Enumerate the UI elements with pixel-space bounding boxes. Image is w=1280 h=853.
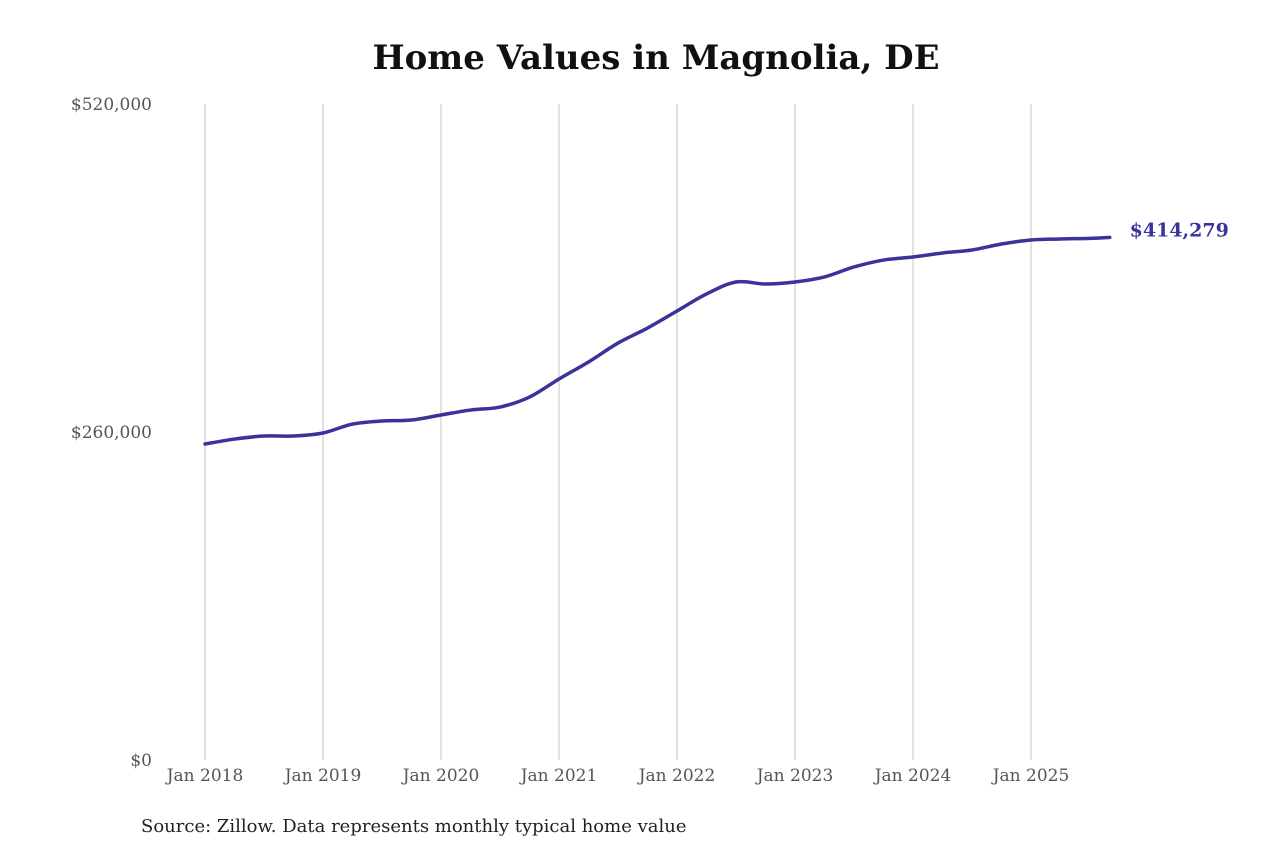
- x-tick-label: Jan 2024: [873, 766, 952, 786]
- y-tick-label: $260,000: [71, 423, 152, 443]
- x-tick-label: Jan 2023: [755, 766, 834, 786]
- x-tick-label: Jan 2019: [283, 766, 362, 786]
- x-tick-label: Jan 2025: [991, 766, 1070, 786]
- y-tick-label: $0: [130, 751, 152, 771]
- x-tick-label: Jan 2022: [637, 766, 716, 786]
- series-line: [203, 235, 1112, 446]
- y-tick-label: $520,000: [71, 95, 152, 115]
- x-tick-label: Jan 2018: [165, 766, 244, 786]
- x-tick-label: Jan 2020: [401, 766, 480, 786]
- chart-title: Home Values in Magnolia, DE: [372, 38, 940, 78]
- end-value-label: $414,279: [1130, 219, 1229, 241]
- source-note: Source: Zillow. Data represents monthly …: [141, 816, 687, 837]
- x-tick-label: Jan 2021: [519, 766, 598, 786]
